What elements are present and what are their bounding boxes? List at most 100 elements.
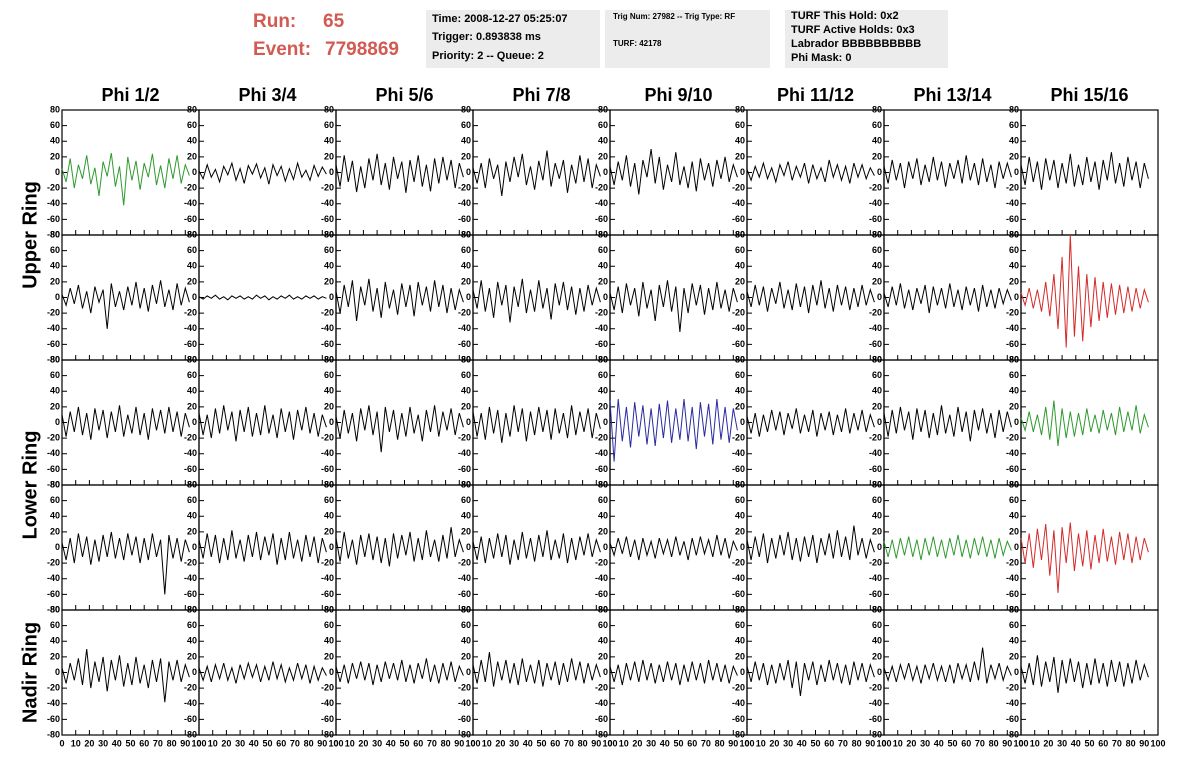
y-tick-label: 40 <box>735 261 745 271</box>
y-tick-label: -40 <box>458 323 471 333</box>
waveform <box>335 527 464 567</box>
panel-frame <box>883 609 1022 736</box>
y-tick-label: 40 <box>324 636 334 646</box>
x-tick-label: 10 <box>1030 738 1040 748</box>
y-tick-label: 60 <box>735 620 745 630</box>
panel-frame <box>1020 484 1159 611</box>
y-tick-label: 80 <box>324 604 334 614</box>
y-tick-label: 0 <box>329 667 334 677</box>
y-tick-label: -20 <box>458 683 471 693</box>
y-tick-label: 60 <box>50 245 60 255</box>
y-tick-label: 60 <box>872 495 882 505</box>
waveform <box>1020 522 1149 593</box>
y-tick-label: -60 <box>732 214 745 224</box>
waveform <box>609 659 738 686</box>
y-tick-label: 20 <box>187 151 197 161</box>
y-tick-label: 80 <box>187 229 197 239</box>
x-tick-label: 0 <box>196 738 201 748</box>
waveform <box>883 283 1012 314</box>
y-tick-label: 60 <box>735 370 745 380</box>
y-tick-label: -40 <box>595 573 608 583</box>
y-tick-label: -60 <box>184 464 197 474</box>
y-tick-label: -20 <box>321 308 334 318</box>
y-tick-label: 40 <box>735 511 745 521</box>
y-tick-label: 80 <box>872 354 882 364</box>
y-tick-label: 0 <box>603 667 608 677</box>
y-tick-label: -40 <box>869 198 882 208</box>
x-tick-label: 70 <box>838 738 848 748</box>
y-tick-label: -20 <box>1006 183 1019 193</box>
y-tick-label: 0 <box>192 167 197 177</box>
y-tick-label: 80 <box>324 104 334 114</box>
waveform <box>1020 152 1149 190</box>
y-tick-label: 60 <box>50 370 60 380</box>
column-title: Phi 15/16 <box>1050 85 1128 105</box>
x-tick-label: 90 <box>728 738 738 748</box>
info-box <box>785 10 948 68</box>
panel-frame <box>746 609 885 736</box>
y-tick-label: 20 <box>187 401 197 411</box>
y-tick-label: 0 <box>466 667 471 677</box>
waveform <box>61 152 190 206</box>
y-tick-label: 20 <box>1009 401 1019 411</box>
y-tick-label: -40 <box>47 198 60 208</box>
y-tick-label: 0 <box>877 167 882 177</box>
info-line: Phi Mask: 0 <box>791 52 852 64</box>
y-tick-label: 20 <box>735 651 745 661</box>
x-tick-label: 0 <box>59 738 64 748</box>
y-tick-label: -40 <box>321 573 334 583</box>
y-tick-label: 0 <box>466 417 471 427</box>
y-tick-label: 80 <box>461 604 471 614</box>
x-tick-label: 80 <box>989 738 999 748</box>
x-tick-label: 30 <box>98 738 108 748</box>
y-tick-label: -40 <box>1006 698 1019 708</box>
y-tick-label: 40 <box>324 511 334 521</box>
y-tick-label: 20 <box>461 276 471 286</box>
y-tick-label: -40 <box>184 198 197 208</box>
y-tick-label: -80 <box>458 604 471 614</box>
y-tick-label: 20 <box>461 526 471 536</box>
y-tick-label: -80 <box>184 604 197 614</box>
x-tick-label: 50 <box>673 738 683 748</box>
y-tick-label: 0 <box>877 667 882 677</box>
y-tick-label: -40 <box>1006 573 1019 583</box>
waveform <box>472 150 601 196</box>
y-tick-label: -80 <box>869 354 882 364</box>
y-tick-label: 20 <box>50 151 60 161</box>
waveform <box>61 531 190 595</box>
y-tick-label: 80 <box>735 229 745 239</box>
y-tick-label: -60 <box>1006 339 1019 349</box>
waveform <box>883 534 1012 561</box>
y-tick-label: -20 <box>47 433 60 443</box>
y-tick-label: 0 <box>603 292 608 302</box>
x-tick-label: 0 <box>1018 738 1023 748</box>
y-tick-label: -40 <box>184 323 197 333</box>
y-tick-label: 20 <box>461 651 471 661</box>
x-tick-label: 20 <box>358 738 368 748</box>
y-tick-label: 80 <box>1009 229 1019 239</box>
y-tick-label: -80 <box>458 229 471 239</box>
y-tick-label: 20 <box>187 651 197 661</box>
y-tick-label: 40 <box>598 511 608 521</box>
y-tick-label: 20 <box>872 401 882 411</box>
y-tick-label: 80 <box>187 354 197 364</box>
y-tick-label: 20 <box>598 526 608 536</box>
x-tick-label: 70 <box>427 738 437 748</box>
info-line: TURF Active Holds: 0x3 <box>791 24 915 36</box>
y-tick-label: -60 <box>184 714 197 724</box>
y-tick-label: -80 <box>1006 479 1019 489</box>
waveform <box>61 405 190 440</box>
y-tick-label: 0 <box>466 167 471 177</box>
y-tick-label: 20 <box>872 276 882 286</box>
x-tick-label: 60 <box>276 738 286 748</box>
x-tick-label: 0 <box>470 738 475 748</box>
y-tick-label: 40 <box>872 386 882 396</box>
y-tick-label: 0 <box>55 667 60 677</box>
x-tick-label: 50 <box>947 738 957 748</box>
y-tick-label: 80 <box>598 604 608 614</box>
info-line: Priority: 2 -- Queue: 2 <box>432 50 544 62</box>
y-tick-label: -20 <box>184 433 197 443</box>
y-tick-label: 80 <box>324 229 334 239</box>
y-tick-label: 80 <box>872 479 882 489</box>
